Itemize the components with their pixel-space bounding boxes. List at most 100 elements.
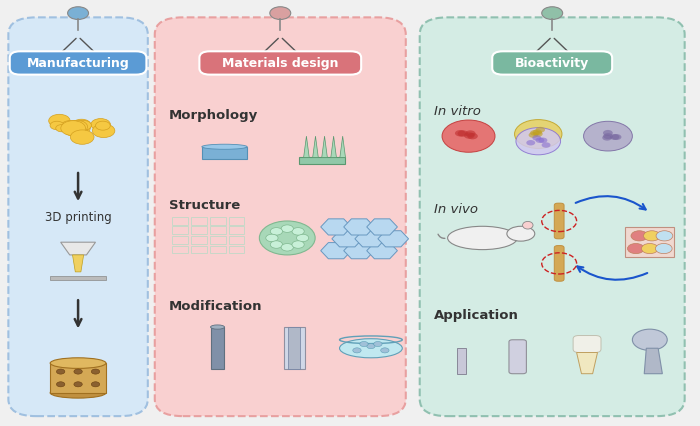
Circle shape xyxy=(292,241,304,249)
Circle shape xyxy=(538,138,547,144)
Text: In vitro: In vitro xyxy=(434,105,480,118)
Polygon shape xyxy=(331,137,337,158)
Circle shape xyxy=(467,134,478,140)
Circle shape xyxy=(374,342,382,347)
Circle shape xyxy=(66,121,88,134)
Circle shape xyxy=(584,122,632,152)
Circle shape xyxy=(353,348,361,353)
Polygon shape xyxy=(73,255,84,272)
Circle shape xyxy=(72,120,91,131)
FancyBboxPatch shape xyxy=(10,52,146,75)
Ellipse shape xyxy=(507,227,535,242)
Polygon shape xyxy=(644,348,662,374)
FancyBboxPatch shape xyxy=(420,18,685,416)
Circle shape xyxy=(91,119,111,131)
Circle shape xyxy=(455,131,466,137)
Polygon shape xyxy=(340,137,346,158)
Circle shape xyxy=(458,131,468,138)
Ellipse shape xyxy=(50,358,106,368)
Circle shape xyxy=(281,225,293,233)
Circle shape xyxy=(536,138,545,144)
Circle shape xyxy=(56,125,67,132)
Ellipse shape xyxy=(211,325,225,329)
FancyBboxPatch shape xyxy=(284,327,304,370)
Circle shape xyxy=(530,131,540,136)
Circle shape xyxy=(64,126,83,137)
Circle shape xyxy=(532,136,541,141)
Circle shape xyxy=(61,121,80,133)
Ellipse shape xyxy=(74,369,83,374)
Circle shape xyxy=(66,122,84,133)
Circle shape xyxy=(627,244,644,254)
Polygon shape xyxy=(322,137,328,158)
Text: Application: Application xyxy=(434,308,519,321)
FancyBboxPatch shape xyxy=(509,340,526,374)
Text: Bioactivity: Bioactivity xyxy=(515,57,589,70)
Polygon shape xyxy=(378,231,409,248)
Polygon shape xyxy=(367,219,398,236)
Circle shape xyxy=(612,135,622,141)
Polygon shape xyxy=(367,243,398,259)
Circle shape xyxy=(270,8,290,20)
Circle shape xyxy=(50,122,64,130)
Polygon shape xyxy=(321,219,351,236)
Circle shape xyxy=(656,231,673,242)
Circle shape xyxy=(536,127,545,133)
Circle shape xyxy=(66,121,90,136)
FancyBboxPatch shape xyxy=(288,327,300,370)
Circle shape xyxy=(68,125,81,133)
FancyBboxPatch shape xyxy=(50,276,106,281)
Circle shape xyxy=(514,120,562,149)
FancyBboxPatch shape xyxy=(554,204,564,239)
Circle shape xyxy=(631,231,648,242)
Text: Modification: Modification xyxy=(169,299,262,313)
Polygon shape xyxy=(313,137,319,158)
Circle shape xyxy=(69,126,81,133)
Circle shape xyxy=(526,141,536,146)
Circle shape xyxy=(270,241,283,249)
Circle shape xyxy=(292,228,304,236)
Circle shape xyxy=(542,143,550,148)
Ellipse shape xyxy=(50,388,106,398)
Polygon shape xyxy=(577,353,598,374)
Circle shape xyxy=(603,134,613,140)
Polygon shape xyxy=(61,243,95,255)
Circle shape xyxy=(464,133,475,139)
Circle shape xyxy=(266,235,278,242)
Circle shape xyxy=(533,132,542,138)
Ellipse shape xyxy=(523,222,533,230)
Circle shape xyxy=(602,135,612,141)
Polygon shape xyxy=(321,243,351,259)
Circle shape xyxy=(641,244,658,254)
Ellipse shape xyxy=(202,145,247,150)
Polygon shape xyxy=(304,137,309,158)
Text: In vivo: In vivo xyxy=(434,202,477,215)
Circle shape xyxy=(381,348,389,353)
Circle shape xyxy=(75,121,92,131)
Circle shape xyxy=(74,126,88,134)
FancyBboxPatch shape xyxy=(492,52,612,75)
Circle shape xyxy=(71,131,94,145)
FancyBboxPatch shape xyxy=(50,363,106,393)
Ellipse shape xyxy=(57,369,65,374)
Text: 3D printing: 3D printing xyxy=(45,211,111,224)
Text: Morphology: Morphology xyxy=(169,109,258,122)
Circle shape xyxy=(270,228,283,236)
FancyBboxPatch shape xyxy=(211,327,225,370)
Circle shape xyxy=(367,344,375,349)
Circle shape xyxy=(442,121,495,153)
FancyBboxPatch shape xyxy=(202,147,247,160)
FancyBboxPatch shape xyxy=(199,52,361,75)
Polygon shape xyxy=(344,219,374,236)
FancyBboxPatch shape xyxy=(155,18,406,416)
Circle shape xyxy=(49,115,70,128)
Text: Materials design: Materials design xyxy=(222,57,339,70)
Polygon shape xyxy=(344,243,374,259)
Text: Manufacturing: Manufacturing xyxy=(27,57,130,70)
Circle shape xyxy=(632,329,667,351)
FancyBboxPatch shape xyxy=(625,228,674,257)
Circle shape xyxy=(643,231,660,242)
Ellipse shape xyxy=(91,369,99,374)
Circle shape xyxy=(603,131,612,137)
Ellipse shape xyxy=(447,227,517,250)
